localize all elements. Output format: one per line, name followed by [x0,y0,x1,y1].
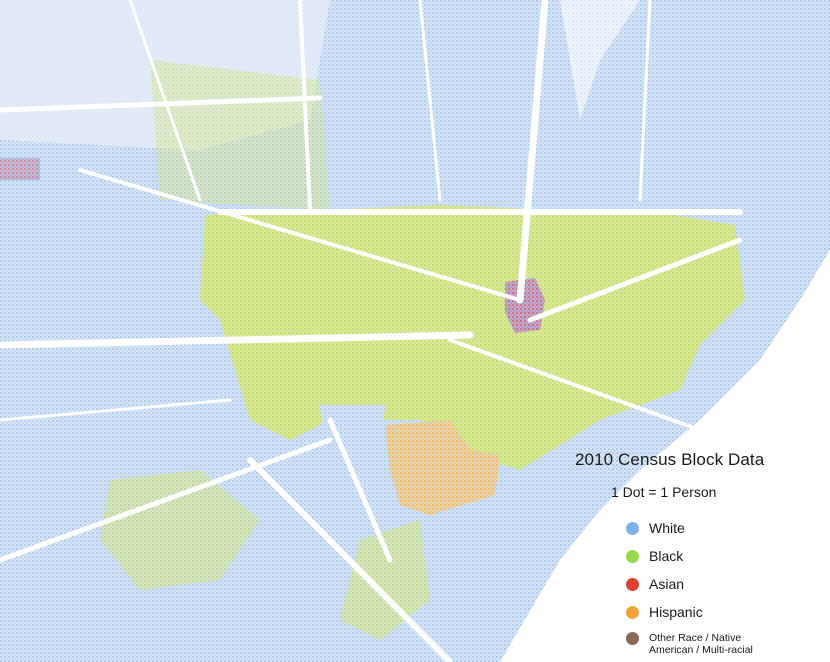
black-population-area [390,300,500,380]
black-swatch-icon [626,550,639,563]
river-water [500,250,830,662]
legend-list: White Black Asian Hispanic Other Race / … [626,520,822,656]
white-swatch-icon [626,522,639,535]
asian-swatch-icon [626,578,639,591]
hispanic-swatch-icon [626,606,639,619]
legend-item-black: Black [626,548,822,565]
legend-item-hispanic: Hispanic [626,604,822,621]
asian-population-area [0,158,40,180]
legend-item-other: Other Race / Native American / Multi-rac… [626,632,822,656]
legend-label: Asian [649,576,685,592]
legend-label: Other Race / Native American / Multi-rac… [649,632,753,656]
open-space [560,0,640,120]
black-population-area [340,520,430,640]
hispanic-population-area [385,420,500,515]
legend-label: White [649,520,685,536]
map-legend: 2010 Census Block Data 1 Dot = 1 Person … [572,450,822,662]
black-population-area [100,470,260,590]
legend-label: Black [649,548,684,564]
white-population-area [320,405,385,470]
legend-subtitle: 1 Dot = 1 Person [611,484,717,500]
road-network [0,0,740,662]
legend-item-white: White [626,520,822,537]
legend-title: 2010 Census Block Data [575,450,765,469]
legend-item-asian: Asian [626,576,822,593]
other-swatch-icon [626,632,639,645]
legend-label: Hispanic [649,604,703,620]
